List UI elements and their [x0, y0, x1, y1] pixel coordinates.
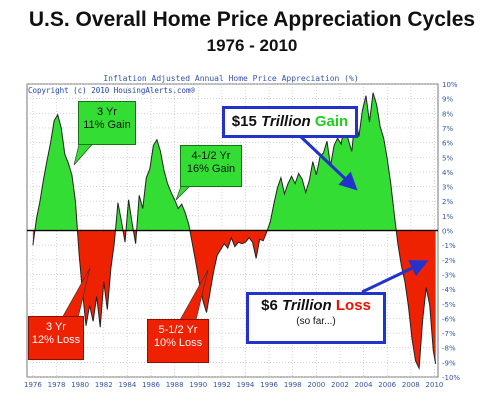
x-tick-label: 2006 — [378, 381, 396, 389]
axes: 10% 9% 8% 7% 6% 5% 4% 3% 2% 1% 0% -1% -2% -3% -4% -5% -6… — [24, 81, 460, 389]
y-tick-label: 3% — [442, 184, 453, 192]
y-tick-label: -9% — [442, 359, 456, 367]
y-tick-label: 9% — [442, 96, 453, 104]
callout-6-trillion-loss: $6 Trillion Loss (so far...) — [246, 292, 386, 344]
chart-title: U.S. Overall Home Price Appreciation Cyc… — [28, 8, 476, 31]
arrow-loss — [361, 260, 429, 294]
x-tick-label: 2010 — [426, 381, 444, 389]
callout-arrows — [61, 134, 429, 321]
x-tick-label: 2008 — [402, 381, 420, 389]
y-tick-label: -2% — [442, 257, 456, 265]
callout-loss-3yr: 3 Yr 12% Loss — [28, 316, 84, 360]
y-tick-label: -6% — [442, 315, 456, 323]
callout-loss-5-5yr: 5-1/2 Yr 10% Loss — [147, 319, 209, 363]
x-tick-label: 1986 — [142, 381, 160, 389]
y-tick-label: -10% — [442, 374, 460, 382]
callout-loss-5-5yr-line1: 5-1/2 Yr — [158, 324, 198, 336]
plot-title: Inflation Adjusted Annual Home Price App… — [103, 74, 359, 83]
y-tick-label: 6% — [442, 140, 453, 148]
y-tick-label: 5% — [442, 154, 453, 162]
x-tick-label: 1984 — [118, 381, 136, 389]
y-tick-label: -5% — [442, 301, 456, 309]
y-tick-label: -1% — [442, 242, 456, 250]
series-line — [32, 92, 437, 371]
x-tick-label: 1994 — [237, 381, 255, 389]
x-tick-label: 1982 — [95, 381, 113, 389]
y-tick-label: 0% — [442, 228, 453, 236]
y-tick-label: 4% — [442, 169, 453, 177]
x-tick-label: 1998 — [284, 381, 302, 389]
y-tick-label: 7% — [442, 125, 453, 133]
callout-gain-3yr: 3 Yr 11% Gain — [78, 101, 136, 145]
y-tick-label: -8% — [442, 345, 456, 353]
x-tick-label: 1990 — [189, 381, 207, 389]
area-series — [27, 92, 438, 371]
big-gain-prefix: $15 — [231, 113, 261, 130]
big-loss-word: Loss — [335, 297, 371, 314]
y-tick-label: -4% — [442, 286, 456, 294]
big-loss-trillion: Trillion — [281, 297, 332, 314]
big-gain-word: Gain — [314, 113, 349, 130]
x-tick-label: 1978 — [48, 381, 66, 389]
big-loss-prefix: $6 — [261, 297, 282, 314]
callout-15-trillion-gain: $15 Trillion Gain — [222, 106, 358, 138]
callout-loss-3yr-line1: 3 Yr — [46, 321, 66, 333]
y-tick-label: 8% — [442, 110, 453, 118]
y-tick-label: 10% — [442, 81, 458, 89]
x-tick-label: 1980 — [71, 381, 89, 389]
callout-loss-5-5yr-line2: 10% Loss — [153, 336, 203, 349]
callout-gain-3yr-line2: 11% Gain — [83, 118, 131, 131]
x-tick-label: 2000 — [307, 381, 325, 389]
x-tick-label: 1996 — [260, 381, 278, 389]
callout-gain-4-5yr-line1: 4-1/2 Yr — [191, 150, 231, 162]
callout-loss-3yr-line2: 12% Loss — [31, 333, 81, 346]
y-tick-label: 2% — [442, 198, 453, 206]
callout-gain-4-5yr: 4-1/2 Yr 16% Gain — [180, 145, 242, 187]
arrow-gain — [298, 134, 358, 191]
chart-subtitle: 1976 - 2010 — [206, 36, 298, 55]
x-tick-label: 2002 — [331, 381, 349, 389]
gain-area — [32, 92, 436, 231]
copyright-text: Copyright (c) 2010 HousingAlerts.com® — [28, 86, 196, 95]
y-tick-label: -7% — [442, 330, 456, 338]
big-gain-trillion: Trillion — [260, 113, 311, 130]
callout-gain-4-5yr-line2: 16% Gain — [186, 162, 236, 175]
x-tick-label: 2004 — [355, 381, 373, 389]
x-tick-label: 1976 — [24, 381, 42, 389]
x-tick-label: 1988 — [166, 381, 184, 389]
callout-gain-3yr-line1: 3 Yr — [97, 106, 117, 118]
y-tick-label: 1% — [442, 213, 453, 221]
big-loss-note: (so far...) — [296, 316, 336, 328]
y-tick-label: -3% — [442, 271, 456, 279]
x-tick-label: 1992 — [213, 381, 231, 389]
